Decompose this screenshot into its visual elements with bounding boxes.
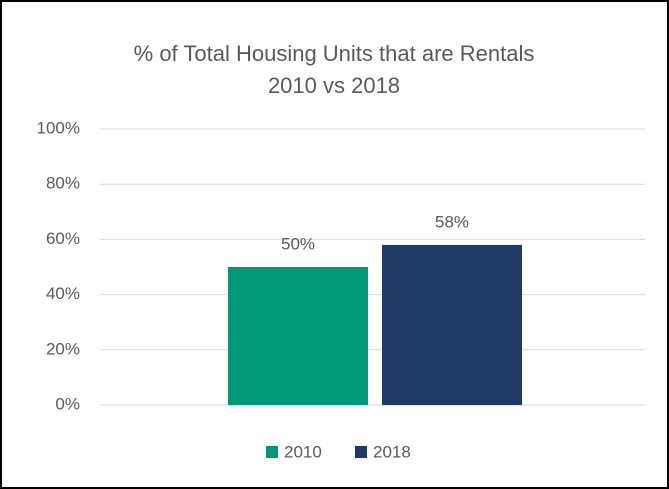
y-tick-label: 80% — [46, 174, 80, 193]
y-tick-label: 20% — [46, 339, 80, 358]
chart-title: % of Total Housing Units that are Rental… — [134, 41, 535, 66]
y-tick-label: 0% — [55, 394, 80, 413]
chart-subtitle: 2010 vs 2018 — [268, 73, 400, 98]
y-tick-label: 40% — [46, 284, 80, 303]
bar — [382, 244, 522, 405]
legend-label: 2010 — [284, 442, 322, 461]
y-tick-label: 60% — [46, 229, 80, 248]
data-label: 50% — [281, 234, 315, 253]
legend-label: 2018 — [373, 442, 411, 461]
legend-swatch — [355, 446, 367, 458]
y-tick-label: 100% — [37, 118, 80, 137]
legend-swatch — [266, 446, 278, 458]
bar — [228, 267, 368, 405]
data-label: 58% — [435, 212, 469, 231]
